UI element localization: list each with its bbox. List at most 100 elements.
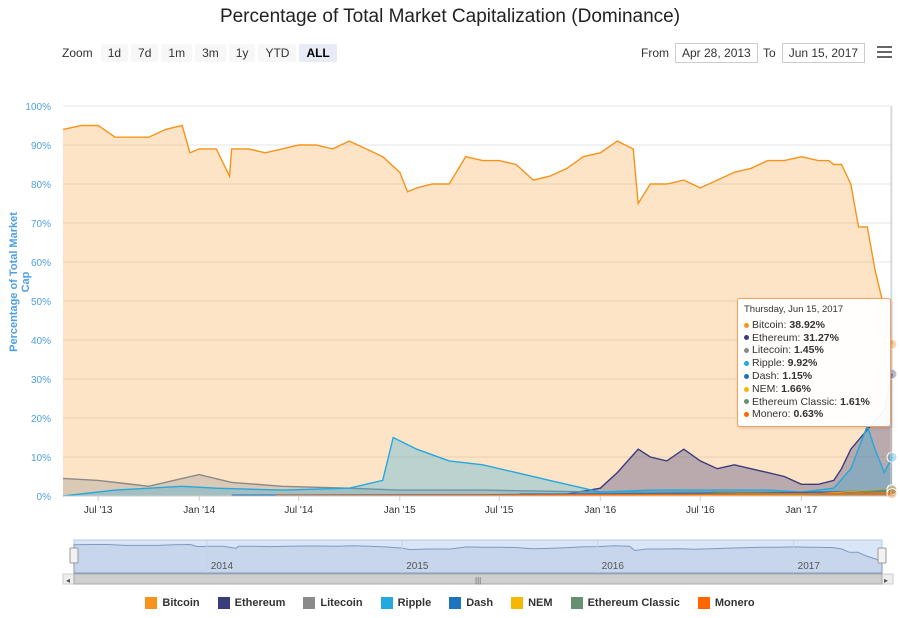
- x-tick-label: Jan '14: [183, 505, 215, 516]
- legend-label: Dash: [466, 597, 494, 609]
- x-tick-label: Jan '17: [785, 505, 817, 516]
- legend-item-ethereum[interactable]: Ethereum: [217, 597, 285, 609]
- legend: Bitcoin Ethereum Litecoin Ripple Dash NEM Ethe…: [0, 597, 900, 609]
- y-tick-label: 100%: [25, 102, 51, 113]
- range-to: To Jun 15, 2017: [763, 43, 866, 63]
- tooltip-row: Ethereum Classic: 1.61%: [744, 396, 884, 409]
- tooltip-series-name: NEM:: [752, 382, 782, 395]
- legend-item-bitcoin[interactable]: Bitcoin: [145, 597, 200, 609]
- from-date-input[interactable]: Apr 28, 2013: [675, 43, 758, 63]
- zoom-1y-button[interactable]: 1y: [228, 44, 256, 62]
- series-dot-icon: [744, 322, 749, 328]
- tooltip-series-name: Ethereum:: [752, 331, 804, 344]
- legend-swatch-icon: [303, 597, 316, 609]
- range-from: From Apr 28, 2013: [641, 43, 758, 63]
- from-label: From: [641, 46, 669, 60]
- nem-area: [449, 489, 892, 496]
- tooltip-row: Ethereum: 31.27%: [744, 332, 884, 345]
- zoom-controls: Zoom 1d 7d 1m 3m 1y YTD ALL: [62, 44, 340, 62]
- zoom-7d-button[interactable]: 7d: [131, 44, 159, 62]
- ethereum-line: [519, 373, 893, 495]
- legend-label: Ripple: [397, 597, 432, 609]
- tooltip-series-name: Bitcoin:: [752, 318, 790, 331]
- tooltip-row: Dash: 1.15%: [744, 370, 884, 383]
- tooltip-series-value: 1.61%: [840, 395, 870, 408]
- bitcoin-area: [63, 125, 892, 496]
- navigator-right-handle[interactable]: [877, 547, 887, 564]
- zoom-1d-button[interactable]: 1d: [100, 44, 129, 62]
- legend-label: Litecoin: [320, 597, 363, 609]
- y-tick-label: 20%: [31, 414, 51, 425]
- legend-swatch-icon: [570, 597, 583, 609]
- legend-item-litecoin[interactable]: Litecoin: [303, 597, 363, 609]
- series-dot-icon: [744, 373, 749, 379]
- legend-label: Monero: [714, 597, 755, 609]
- ripple-line: [62, 423, 893, 497]
- tooltip-header: Thursday, Jun 15, 2017: [744, 304, 844, 315]
- to-date-input[interactable]: Jun 15, 2017: [781, 43, 866, 63]
- tooltip-row: Bitcoin: 38.92%: [744, 319, 884, 332]
- y-tick-label: 60%: [31, 258, 51, 269]
- series-dot-icon: [744, 360, 749, 366]
- x-tick-label: Jan '15: [384, 505, 416, 516]
- scroll-right-arrow[interactable]: ▸: [884, 576, 888, 585]
- legend-swatch-icon: [511, 597, 524, 609]
- tooltip-row: Ripple: 9.92%: [744, 357, 884, 370]
- tooltip-series-value: 1.45%: [794, 344, 824, 357]
- scrollbar-thumb[interactable]: [73, 573, 883, 585]
- navigator-year-label: 2015: [406, 561, 429, 572]
- y-tick-label: 40%: [31, 336, 51, 347]
- legend-label: NEM: [528, 597, 553, 609]
- legend-item-ripple[interactable]: Ripple: [380, 597, 432, 609]
- tooltip-row: Monero: 0.63%: [744, 408, 884, 421]
- monero-last-point: [886, 488, 898, 500]
- tooltip-series-value: 9.92%: [787, 357, 818, 370]
- series-dot-icon: [744, 412, 749, 418]
- zoom-ytd-button[interactable]: YTD: [258, 44, 297, 62]
- to-label: To: [763, 46, 776, 60]
- chart-title: Percentage of Total Market Capitalizatio…: [219, 6, 681, 27]
- legend-label: Bitcoin: [162, 597, 200, 609]
- tooltip-series-value: 0.63%: [793, 408, 824, 421]
- zoom-3m-button[interactable]: 3m: [195, 44, 226, 62]
- zoom-label: Zoom: [62, 46, 93, 60]
- tooltip-series-value: 31.27%: [803, 331, 839, 344]
- y-tick-label: 0%: [37, 492, 52, 503]
- series-dot-icon: [744, 399, 749, 405]
- navigator-year-label: 2014: [211, 561, 234, 572]
- tooltip-series-name: Litecoin:: [752, 344, 795, 357]
- ripple-last-point: [886, 451, 898, 463]
- tooltip-series-name: Ethereum Classic:: [752, 395, 841, 408]
- y-tick-label: 70%: [31, 219, 51, 230]
- tooltip-series-name: Dash:: [752, 369, 783, 382]
- litecoin-area: [63, 474, 892, 496]
- legend-swatch-icon: [145, 597, 158, 609]
- series-dot-icon: [744, 348, 749, 354]
- tooltip-row: NEM: 1.66%: [744, 383, 884, 396]
- monero-line: [275, 492, 893, 497]
- navigator-series: [73, 543, 883, 574]
- menu-icon[interactable]: [877, 46, 892, 59]
- navigator-year-label: 2016: [602, 561, 625, 572]
- legend-item-nem[interactable]: NEM: [511, 597, 553, 609]
- tooltip-series-name: Monero:: [752, 408, 794, 421]
- tooltip: Thursday, Jun 15, 2017 Bitcoin: 38.92% Et…: [737, 298, 891, 428]
- y-tick-label: 50%: [31, 297, 51, 308]
- legend-swatch-icon: [697, 597, 710, 609]
- legend-label: Ethereum Classic: [587, 597, 680, 609]
- ethereum-area: [519, 374, 892, 496]
- x-tick-label: Jul '16: [686, 505, 715, 516]
- legend-item-monero[interactable]: Monero: [697, 597, 755, 609]
- legend-item-ethereum-classic[interactable]: Ethereum Classic: [570, 597, 680, 609]
- navigator-left-handle[interactable]: [69, 547, 79, 564]
- x-tick-label: Jul '14: [284, 505, 313, 516]
- tooltip-series-name: Ripple:: [752, 357, 788, 370]
- zoom-all-button[interactable]: ALL: [299, 44, 337, 62]
- series-dot-icon: [744, 386, 749, 392]
- tooltip-series-value: 38.92%: [789, 318, 825, 331]
- legend-swatch-icon: [449, 597, 462, 609]
- zoom-1m-button[interactable]: 1m: [161, 44, 193, 62]
- legend-item-dash[interactable]: Dash: [449, 597, 493, 609]
- x-tick-label: Jan '16: [584, 505, 616, 516]
- scroll-left-arrow[interactable]: ◂: [66, 576, 70, 585]
